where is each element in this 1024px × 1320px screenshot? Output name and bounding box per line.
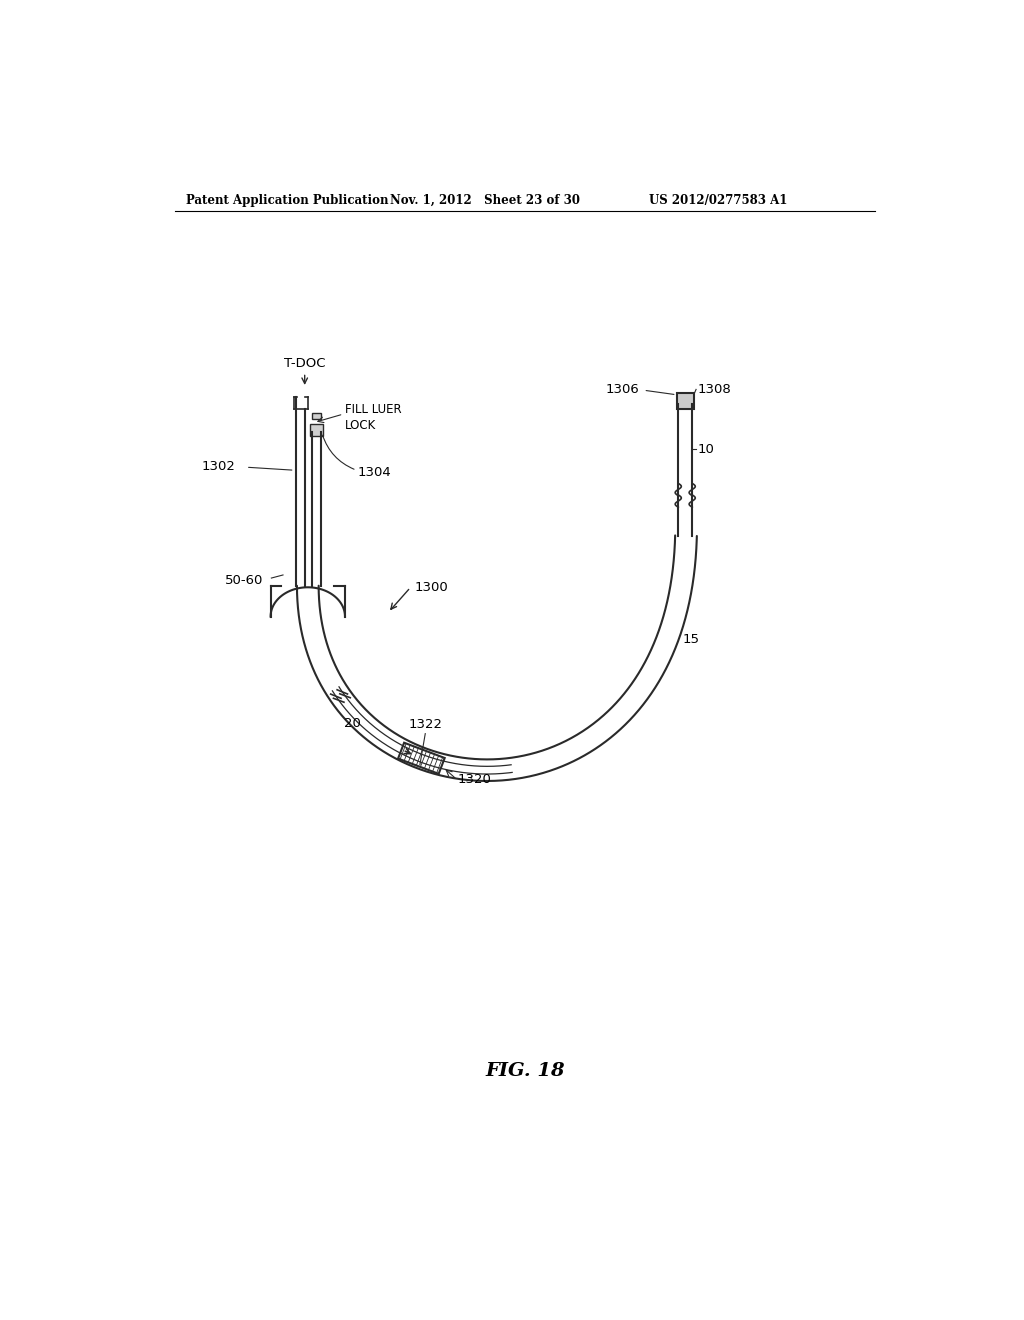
Text: 10: 10	[697, 444, 715, 455]
Text: T-DOC: T-DOC	[284, 358, 326, 370]
Text: 1302: 1302	[201, 459, 234, 473]
Text: US 2012/0277583 A1: US 2012/0277583 A1	[649, 194, 787, 207]
Text: 50-60: 50-60	[225, 574, 263, 587]
Text: FIG. 18: FIG. 18	[485, 1061, 564, 1080]
Text: FILL LUER
LOCK: FILL LUER LOCK	[345, 404, 401, 433]
Polygon shape	[398, 743, 444, 774]
Text: Nov. 1, 2012   Sheet 23 of 30: Nov. 1, 2012 Sheet 23 of 30	[390, 194, 580, 207]
Text: Patent Application Publication: Patent Application Publication	[186, 194, 389, 207]
Text: 15: 15	[682, 634, 699, 647]
Bar	[310, 424, 324, 436]
Polygon shape	[270, 586, 345, 616]
Text: 1306: 1306	[606, 383, 640, 396]
Text: 1300: 1300	[415, 581, 449, 594]
Text: 1322: 1322	[409, 718, 442, 731]
Text: 1304: 1304	[357, 466, 391, 479]
Bar	[677, 393, 693, 409]
Text: 20: 20	[344, 717, 361, 730]
Text: 1308: 1308	[697, 383, 731, 396]
Bar	[312, 413, 321, 418]
Text: 1320: 1320	[458, 774, 492, 787]
